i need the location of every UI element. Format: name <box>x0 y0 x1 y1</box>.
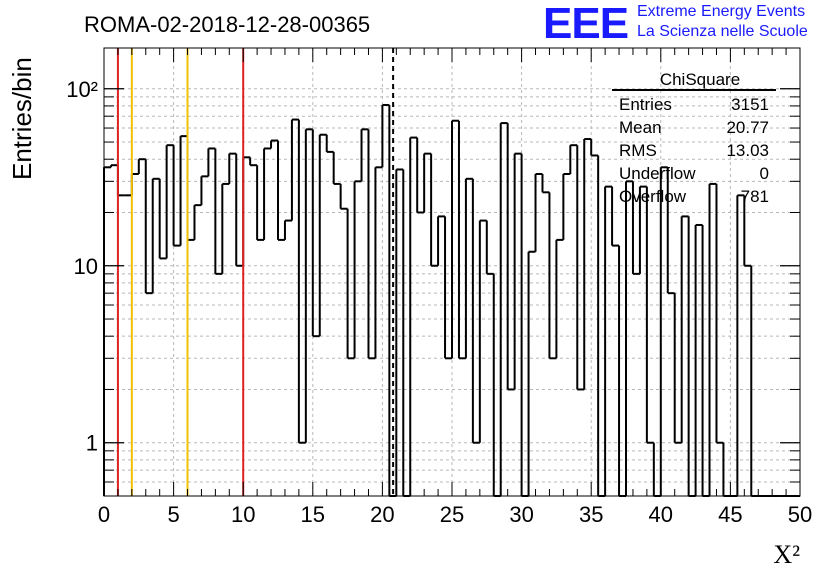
x-tick-label: 10 <box>231 502 255 527</box>
eee-logo-mark: EEE <box>543 0 629 48</box>
x-tick-label: 35 <box>579 502 603 527</box>
eee-logo: EEE Extreme Energy Events La Scienza nel… <box>543 2 833 46</box>
stats-box: ChiSquare Entries 3151 Mean 20.77 RMS 13.03 Und… <box>612 70 776 206</box>
x-tick-label: 25 <box>440 502 464 527</box>
y-axis-label: Entries/bin <box>7 57 37 180</box>
x-tick-label: 30 <box>509 502 533 527</box>
stats-row-label: Overflow <box>619 187 687 206</box>
stats-box-title: ChiSquare <box>660 70 740 89</box>
x-tick-label: 45 <box>718 502 742 527</box>
stats-row-label: RMS <box>619 141 657 160</box>
stats-row-value: 13.03 <box>726 141 769 160</box>
stats-row-value: 20.77 <box>726 118 769 137</box>
y-tick-label: 1 <box>86 431 98 456</box>
reference-lines-layer <box>116 48 395 496</box>
x-tick-label: 40 <box>649 502 673 527</box>
stats-row-label: Entries <box>619 95 672 114</box>
x-tick-label: 50 <box>788 502 812 527</box>
x-tick-label: 15 <box>301 502 325 527</box>
x-tick-label: 20 <box>370 502 394 527</box>
eee-logo-line1: Extreme Energy Events <box>637 3 806 20</box>
axes-layer: 0 5 10 15 20 25 30 35 40 45 50 1 10 10² <box>66 47 812 527</box>
stats-row-value: 0 <box>760 164 769 183</box>
stats-row-value: 781 <box>741 187 769 206</box>
x-tick-label: 5 <box>167 502 179 527</box>
histogram-layer <box>103 103 800 497</box>
eee-logo-line2: La Scienza nelle Scuole <box>637 23 808 40</box>
y-tick-label: 10 <box>74 254 98 279</box>
stats-row-label: Underflow <box>619 164 696 183</box>
stats-row-value: 3151 <box>731 95 769 114</box>
y-tick-label: 10² <box>66 77 98 102</box>
run-title: ROMA-02-2018-12-28-00365 <box>84 12 370 37</box>
stats-row-label: Mean <box>619 118 662 137</box>
x-tick-label: 0 <box>98 502 110 527</box>
x-axis-label: X² <box>773 540 800 569</box>
